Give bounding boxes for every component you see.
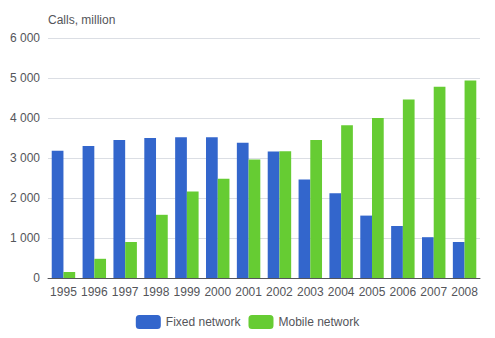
svg-text:2002: 2002 bbox=[266, 285, 293, 299]
svg-text:2008: 2008 bbox=[451, 285, 478, 299]
svg-text:1997: 1997 bbox=[112, 285, 139, 299]
svg-text:1996: 1996 bbox=[81, 285, 108, 299]
svg-text:2004: 2004 bbox=[328, 285, 355, 299]
svg-text:1999: 1999 bbox=[174, 285, 201, 299]
svg-text:4 000: 4 000 bbox=[10, 111, 40, 125]
svg-text:2007: 2007 bbox=[420, 285, 447, 299]
svg-text:2006: 2006 bbox=[390, 285, 417, 299]
svg-text:3 000: 3 000 bbox=[10, 151, 40, 165]
svg-text:5 000: 5 000 bbox=[10, 71, 40, 85]
svg-text:1995: 1995 bbox=[50, 285, 77, 299]
svg-text:0: 0 bbox=[33, 271, 40, 285]
svg-text:2 000: 2 000 bbox=[10, 191, 40, 205]
svg-text:1998: 1998 bbox=[143, 285, 170, 299]
svg-text:Fixed network: Fixed network bbox=[166, 315, 242, 329]
svg-text:Mobile network: Mobile network bbox=[278, 315, 360, 329]
svg-text:Calls, million: Calls, million bbox=[48, 13, 115, 27]
svg-text:2001: 2001 bbox=[235, 285, 262, 299]
svg-text:2000: 2000 bbox=[204, 285, 231, 299]
svg-text:6 000: 6 000 bbox=[10, 31, 40, 45]
svg-text:1 000: 1 000 bbox=[10, 231, 40, 245]
svg-text:2003: 2003 bbox=[297, 285, 324, 299]
svg-text:2005: 2005 bbox=[359, 285, 386, 299]
